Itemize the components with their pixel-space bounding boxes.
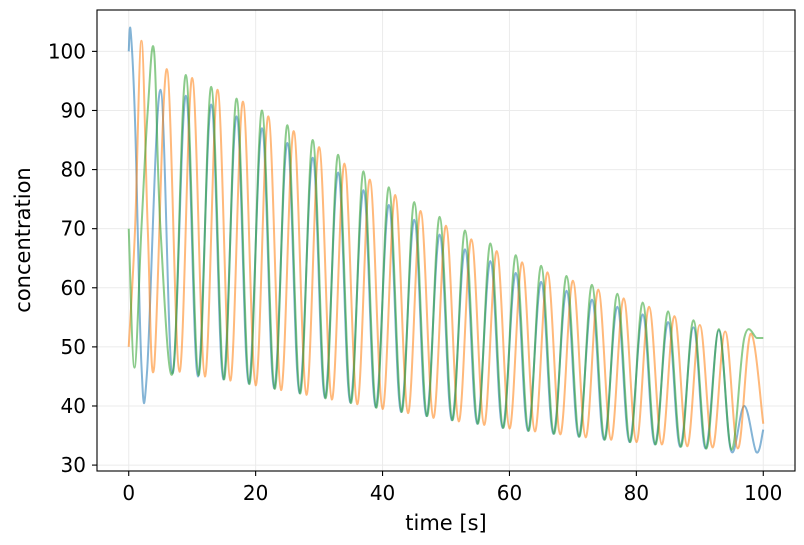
y-tick-label: 30 [61, 453, 86, 477]
y-tick-label: 90 [61, 98, 86, 122]
x-tick-label: 100 [744, 481, 782, 505]
y-tick-label: 80 [61, 158, 86, 182]
y-tick-label: 40 [61, 394, 86, 418]
x-tick-label: 60 [497, 481, 522, 505]
plot-frame [96, 9, 796, 472]
gridlines [97, 10, 795, 471]
series-line-species-3 [127, 45, 764, 451]
y-tick-label: 50 [61, 335, 86, 359]
x-tick-label: 40 [370, 481, 395, 505]
y-tick-label: 100 [48, 39, 86, 63]
x-tick-label: 80 [624, 481, 649, 505]
y-tick-label: 60 [61, 276, 86, 300]
series-line-species-2 [127, 39, 765, 450]
x-tick-label: 0 [122, 481, 135, 505]
axis-ticks: 0 20 40 60 80 100 30 40 50 60 70 80 90 100 [48, 39, 783, 505]
x-tick-label: 20 [243, 481, 268, 505]
y-tick-label: 70 [61, 217, 86, 241]
x-axis-label: time [s] [405, 511, 486, 535]
y-axis-label: concentration [11, 167, 35, 312]
plot-series [127, 26, 765, 454]
